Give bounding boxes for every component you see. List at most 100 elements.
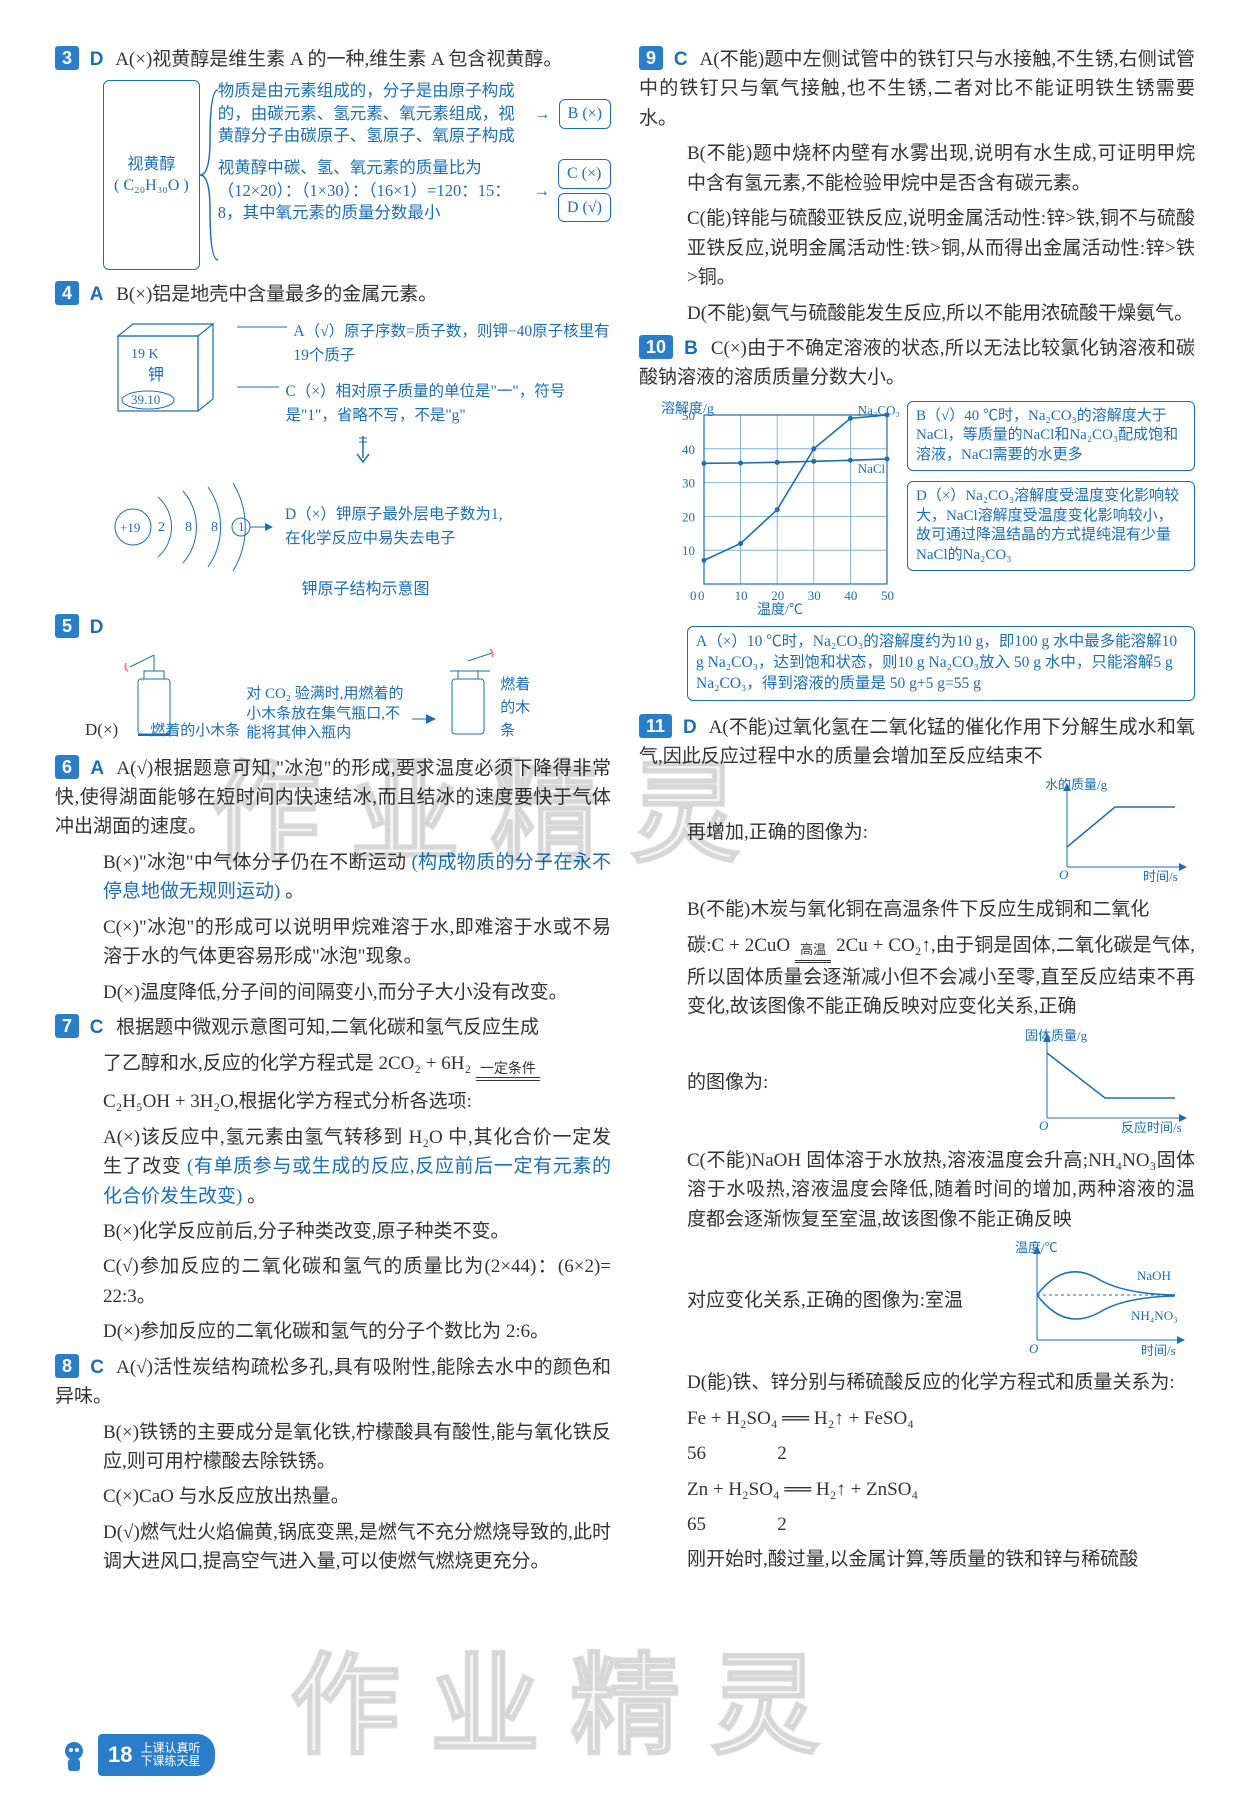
q4-cube-diagram: 19 K 钾 39.10 A（√）原子序数=质子数，则钾−40原子核里有19个质… xyxy=(103,316,611,428)
svg-text:钾: 钾 xyxy=(148,366,164,384)
q8: 8 C A(√)活性炭结构疏松多孔,具有吸附性,能除去水中的颜色和异味。 xyxy=(55,1353,611,1412)
q8-num: 8 xyxy=(55,1354,79,1378)
q3: 3 D A(×)视黄醇是维生素 A 的一种,维生素 A 包含视黄醇。 xyxy=(55,45,611,74)
svg-text:20: 20 xyxy=(682,509,695,524)
svg-text:时间/s: 时间/s xyxy=(1141,1343,1176,1358)
q6: 6 A A(√)根据题意可知,"冰泡"的形成,要求温度必须下降得非常快,使得湖面… xyxy=(55,754,611,842)
q3-node: 视黄醇 ( C₂₀H₃₀O ) xyxy=(103,80,200,270)
svg-text:水的质量/g: 水的质量/g xyxy=(1045,777,1108,792)
q7-ans: C xyxy=(90,1017,104,1038)
svg-text:30: 30 xyxy=(808,588,821,603)
q3-num: 3 xyxy=(55,46,79,70)
atom-shell-icon: +19 2 8 8 1 xyxy=(103,479,273,574)
svg-text:0: 0 xyxy=(690,588,697,603)
q5-num: 5 xyxy=(55,614,79,638)
brace-icon xyxy=(200,80,218,270)
q11-d-m1: 56 2 xyxy=(639,1439,1195,1468)
q5-t2: 对 CO₂ 验满时,用燃着的小木条放在集气瓶口,不能将其伸入瓶内 xyxy=(246,685,406,744)
svg-text:O: O xyxy=(1029,1341,1039,1356)
q6-num: 6 xyxy=(55,755,79,779)
footer-line1: 上课认真听 xyxy=(140,1741,200,1755)
q10-num: 10 xyxy=(639,335,673,359)
q11-b-after: 的图像为: xyxy=(687,1068,1017,1097)
q8-c: C(×)CaO 与水反应放出热量。 xyxy=(55,1482,611,1511)
svg-text:10: 10 xyxy=(682,543,695,558)
svg-text:温度/℃: 温度/℃ xyxy=(757,602,803,616)
q3-diagram: 视黄醇 ( C₂₀H₃₀O ) 物质是由元素组成的，分子是由原子构成的，由碳元素… xyxy=(103,80,611,270)
q3-r1: 物质是由元素组成的，分子是由原子构成的，由碳元素、氢元素、氧元素组成，视黄醇分子… xyxy=(218,80,526,147)
svg-text:固体质量/g: 固体质量/g xyxy=(1025,1028,1088,1043)
q11-a-after: 再增加,正确的图像为: xyxy=(687,818,1037,847)
down-arrow-icon xyxy=(115,436,611,475)
svg-text:40: 40 xyxy=(844,588,857,603)
q7-a-end: 。 xyxy=(247,1186,266,1207)
q11-d-end: 刚开始时,酸过量,以金属计算,等质量的铁和锌与稀硫酸 xyxy=(639,1545,1195,1574)
temp-time-graph: 温度/℃ 时间/s O NaOH NH₄NO₃ xyxy=(1015,1240,1195,1360)
q9-ans: C xyxy=(674,49,688,70)
svg-text:50: 50 xyxy=(881,588,894,603)
arrow-right-icon xyxy=(412,694,436,744)
watermark-2: 作业精灵 xyxy=(290,1622,850,1793)
q7: 7 C 根据题中微观示意图可知,二氧化碳和氢气反应生成 xyxy=(55,1013,611,1042)
q11-b-head: B(不能)木炭与氧化铜在高温条件下反应生成铜和二氧化 xyxy=(639,895,1195,924)
q10-head: C(×)由于不确定溶液的状态,所以无法比较氯化钠溶液和碳酸钠溶液的溶质质量分数大… xyxy=(639,338,1195,388)
q6-a: A(√)根据题意可知,"冰泡"的形成,要求温度必须下降得非常快,使得湖面能够在短… xyxy=(55,758,611,838)
q3-r1-res: B (×) xyxy=(559,99,611,129)
svg-text:溶解度/g: 溶解度/g xyxy=(661,401,714,417)
left-column: 3 D A(×)视黄醇是维生素 A 的一种,维生素 A 包含视黄醇。 视黄醇 (… xyxy=(55,45,611,1583)
q4-num: 4 xyxy=(55,281,79,305)
solubility-chart: 010203040501020304050溶解度/g温度/℃Na₂CO₃NaCl… xyxy=(659,401,899,616)
q4: 4 A B(×)铝是地壳中含量最多的金属元素。 xyxy=(55,280,611,309)
q3-node-top: 视黄醇 xyxy=(114,154,189,176)
q10-chart-block: 010203040501020304050溶解度/g温度/℃Na₂CO₃NaCl… xyxy=(659,401,1195,616)
mascot-icon xyxy=(58,1737,90,1773)
solid-mass-graph: 固体质量/g 反应时间/s O xyxy=(1025,1028,1195,1138)
q11-b-graph-row: 的图像为: 固体质量/g 反应时间/s O xyxy=(687,1028,1195,1138)
q7-eq: 了乙醇和水,反应的化学方程式是 2CO₂ + 6H₂ 一定条件 xyxy=(55,1049,611,1082)
q8-d: D(√)燃气灶火焰偏黄,锅底变黑,是燃气不充分燃烧导致的,此时调大进风口,提高空… xyxy=(55,1518,611,1577)
q10-under: A（×）10 ℃时，Na₂CO₃的溶解度约为10 g，即100 g 水中最多能溶… xyxy=(687,626,1195,701)
svg-text:39.10: 39.10 xyxy=(131,392,160,407)
q4-atom-caption: 钾原子结构示意图 xyxy=(120,578,611,603)
q4-atom-note: D（×）钾原子最外层电子数为1,在化学反应中易失去电子 xyxy=(285,503,505,551)
q4-ans: A xyxy=(90,284,104,305)
q11-ans: D xyxy=(683,717,697,738)
q4-note-a: A（√）原子序数=质子数，则钾−40原子核里有19个质子 xyxy=(293,320,611,368)
svg-text:19 K: 19 K xyxy=(131,347,159,362)
q5-ans: D xyxy=(90,617,104,638)
q11-b-eq-cond: 高温 xyxy=(796,942,830,957)
q9-b: B(不能)题中烧杯内壁有水雾出现,说明有水生成,可证明甲烷中含有氢元素,不能检验… xyxy=(639,139,1195,198)
q5-dx: D(×) xyxy=(85,717,118,743)
svg-text:NH₄NO₃: NH₄NO₃ xyxy=(1131,1308,1178,1323)
q3-r2-res1: C (×) xyxy=(558,159,611,189)
q5: 5 D xyxy=(55,613,611,642)
q7-c: C(√)参加反应的二氧化碳和氢气的质量比为(2×44)：(6×2)= 22:3。 xyxy=(55,1252,611,1311)
q10-note-b: B（√）40 ℃时，Na₂CO₃的溶解度大于 NaCl，等质量的NaCl和Na₂… xyxy=(907,401,1195,472)
svg-text:20: 20 xyxy=(771,588,784,603)
svg-text:1: 1 xyxy=(238,519,245,534)
q7-b: B(×)化学反应前后,分子种类改变,原子种类不变。 xyxy=(55,1217,611,1246)
q10-ans: B xyxy=(684,338,698,359)
svg-text:40: 40 xyxy=(682,442,695,457)
q11-c-left: 对应变化关系,正确的图像为:室温 xyxy=(687,1286,1007,1315)
q7-num: 7 xyxy=(55,1014,79,1038)
q11-d-eq2: Zn + H₂SO₄ ══ H₂↑ + ZnSO₄ xyxy=(639,1475,1195,1504)
q11-b-eq-l: 碳:C + 2CuO xyxy=(687,935,790,956)
svg-text:Na₂CO₃: Na₂CO₃ xyxy=(858,402,899,417)
q6-b-end: 。 xyxy=(285,881,304,902)
q4-note-c: C（×）相对原子质量的单位是"一"，符号是"1"，省略不写，不是"g" xyxy=(285,380,611,428)
q8-ans: C xyxy=(90,1357,104,1378)
svg-text:O: O xyxy=(1039,1118,1049,1133)
q11-d-head: D(能)铁、锌分别与稀硫酸反应的化学方程式和质量关系为: xyxy=(639,1368,1195,1397)
q8-b: B(×)铁锈的主要成分是氧化铁,柠檬酸具有酸性,能与氧化铁反应,则可用柠檬酸去除… xyxy=(55,1418,611,1477)
q7-d: D(×)参加反应的二氧化碳和氢气的分子个数比为 2:6。 xyxy=(55,1317,611,1346)
q8-a: A(√)活性炭结构疏松多孔,具有吸附性,能除去水中的颜色和异味。 xyxy=(55,1357,611,1407)
svg-text:NaOH: NaOH xyxy=(1137,1268,1171,1283)
page-footer: 18 上课认真听 下课练天星 xyxy=(58,1734,215,1776)
q4-head: B(×)铝是地壳中含量最多的金属元素。 xyxy=(116,284,437,305)
cube-icon: 19 K 钾 39.10 xyxy=(103,316,223,426)
q5-apparatus: D(×) 燃着的小木条 对 CO₂ 验满时,用燃着的小木条放在集气瓶口,不能将其… xyxy=(85,649,611,744)
q5-t3: 燃着的木条 xyxy=(500,674,540,744)
svg-text:8: 8 xyxy=(211,520,218,535)
svg-text:反应时间/s: 反应时间/s xyxy=(1121,1120,1182,1135)
